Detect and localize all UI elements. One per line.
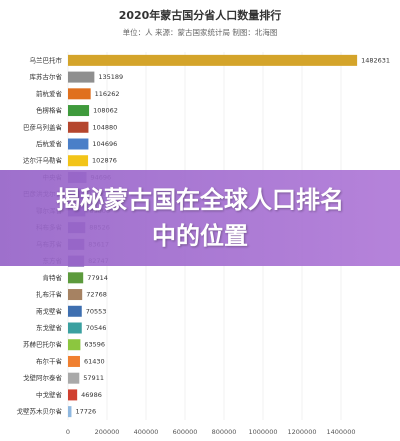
bar bbox=[68, 54, 358, 66]
value-label: 61430 bbox=[84, 357, 105, 365]
value-label: 116262 bbox=[95, 90, 120, 98]
bar bbox=[68, 355, 80, 367]
y-tick-label: 色楞格省 bbox=[36, 106, 63, 115]
y-tick-label: 后杭爱省 bbox=[36, 139, 63, 148]
value-label: 70553 bbox=[86, 307, 107, 315]
y-tick-label: 戈壁阿尔泰省 bbox=[23, 373, 63, 382]
x-tick-label: 1000000 bbox=[249, 428, 278, 436]
bar bbox=[68, 305, 82, 317]
y-tick-label: 达尔汗乌勒省 bbox=[23, 156, 63, 165]
y-tick-label: 中戈壁省 bbox=[36, 390, 63, 399]
value-label: 108062 bbox=[93, 107, 118, 115]
y-tick-label: 巴彦乌列盖省 bbox=[23, 122, 63, 131]
y-tick-label: 库苏古尔省 bbox=[30, 72, 63, 81]
y-tick-label: 苏赫巴托尔省 bbox=[23, 340, 63, 349]
bar bbox=[68, 339, 81, 351]
value-label: 104880 bbox=[92, 123, 117, 131]
bar bbox=[68, 272, 84, 284]
y-tick-label: 肯特省 bbox=[43, 273, 63, 282]
x-tick-label: 0 bbox=[66, 428, 70, 436]
value-label: 102876 bbox=[92, 157, 117, 165]
chart-title: 2020年蒙古国分省人口数量排行 bbox=[119, 8, 282, 22]
x-tick-label: 600000 bbox=[173, 428, 198, 436]
bar bbox=[68, 121, 89, 133]
overlay-banner: 揭秘蒙古国在全球人口排名中的位置 bbox=[0, 170, 400, 266]
value-label: 77914 bbox=[87, 274, 108, 282]
value-label: 72768 bbox=[86, 291, 107, 299]
value-label: 70546 bbox=[86, 324, 107, 332]
x-tick-label: 200000 bbox=[95, 428, 120, 436]
bar bbox=[68, 138, 89, 150]
value-label: 135189 bbox=[98, 73, 123, 81]
overlay-title: 揭秘蒙古国在全球人口排名中的位置 bbox=[56, 186, 344, 250]
bar bbox=[68, 88, 91, 100]
x-tick-label: 400000 bbox=[134, 428, 159, 436]
value-label: 57911 bbox=[83, 374, 104, 382]
bar bbox=[68, 406, 72, 418]
y-tick-label: 扎布汗省 bbox=[36, 290, 63, 299]
value-label: 104696 bbox=[92, 140, 117, 148]
bar bbox=[68, 105, 90, 117]
bar bbox=[68, 389, 78, 401]
y-tick-label: 前杭爱省 bbox=[36, 89, 63, 98]
bar bbox=[68, 155, 89, 167]
value-label: 1482631 bbox=[361, 56, 390, 64]
bar bbox=[68, 372, 80, 384]
y-tick-label: 乌兰巴托市 bbox=[30, 55, 63, 64]
x-tick-label: 800000 bbox=[212, 428, 237, 436]
x-tick-label: 1400000 bbox=[327, 428, 356, 436]
value-label: 63596 bbox=[84, 341, 105, 349]
bar bbox=[68, 322, 82, 334]
value-label: 17726 bbox=[75, 408, 96, 416]
y-tick-label: 戈壁苏木贝尔省 bbox=[17, 407, 63, 416]
chart-subtitle: 单位：人 来源：蒙古国家统计局 制图：北海图 bbox=[123, 27, 278, 37]
value-label: 46986 bbox=[81, 391, 102, 399]
x-tick-label: 1200000 bbox=[288, 428, 317, 436]
bar bbox=[68, 289, 83, 301]
y-tick-label: 布尔干省 bbox=[36, 356, 63, 365]
bar bbox=[68, 71, 95, 83]
y-tick-label: 南戈壁省 bbox=[36, 306, 63, 315]
y-tick-label: 东戈壁省 bbox=[36, 323, 63, 332]
